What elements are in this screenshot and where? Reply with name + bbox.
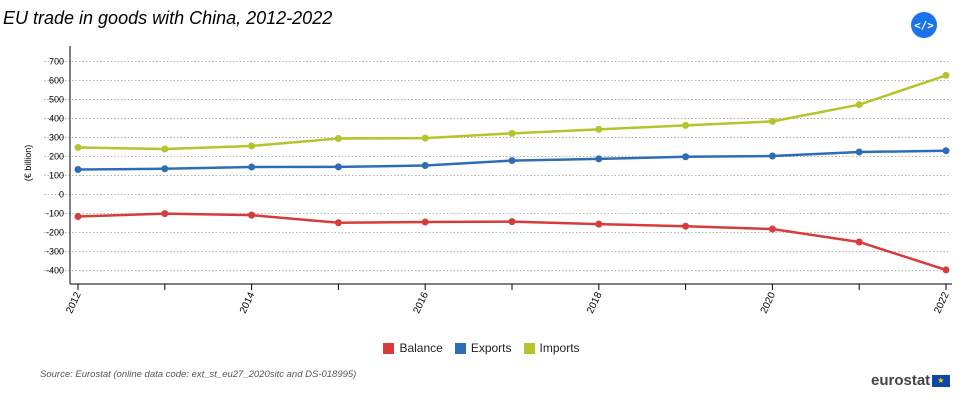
x-tick-label: 2018: [585, 290, 605, 315]
data-point-balance: [334, 219, 342, 227]
brand-name: eurostat: [871, 372, 931, 389]
data-point-imports: [334, 135, 342, 143]
chart-grid: [44, 61, 950, 272]
y-tick-label: 600: [49, 76, 64, 86]
chart-series: [74, 71, 950, 274]
code-icon: </>: [914, 18, 934, 32]
x-tick-label: 2022: [932, 290, 952, 315]
x-tick-label: 2020: [759, 290, 779, 315]
data-point-imports: [74, 143, 82, 151]
y-axis-label: (€ billion): [23, 145, 33, 182]
data-point-balance: [508, 218, 516, 226]
legend-item-imports[interactable]: Imports: [523, 341, 580, 355]
legend-swatch: [523, 342, 535, 354]
y-tick-label: 200: [49, 152, 64, 162]
x-tick-label: 2014: [238, 290, 258, 315]
x-tick-label: 2012: [64, 290, 84, 315]
y-axis-ticks: 700 600 500 400 300 200 100 0 -100 -200 -300 -400: [46, 57, 64, 276]
data-point-balance: [855, 238, 863, 246]
x-tick-label: 2016: [412, 290, 432, 315]
y-tick-label: -300: [46, 247, 64, 257]
data-point-imports: [768, 117, 776, 125]
legend-item-balance[interactable]: Balance: [383, 341, 443, 355]
data-point-exports: [768, 152, 776, 160]
data-point-balance: [682, 222, 690, 230]
y-tick-label: -200: [46, 228, 64, 238]
data-point-imports: [595, 125, 603, 133]
chart-legend: Balance Exports Imports: [0, 341, 963, 355]
y-tick-label: 400: [49, 114, 64, 124]
data-point-imports: [682, 121, 690, 129]
data-point-exports: [421, 162, 429, 170]
legend-item-exports[interactable]: Exports: [454, 341, 512, 355]
eu-flag-icon: ★: [932, 374, 951, 387]
data-point-imports: [421, 134, 429, 142]
data-point-balance: [595, 220, 603, 228]
data-point-balance: [942, 266, 950, 274]
chart-title: EU trade in goods with China, 2012-2022: [3, 8, 333, 28]
data-point-imports: [942, 71, 950, 79]
data-point-imports: [248, 142, 256, 150]
legend-swatch: [383, 342, 395, 354]
eurostat-logo: eurostat ★: [871, 372, 951, 389]
data-point-exports: [682, 153, 690, 161]
y-tick-label: 300: [49, 133, 64, 143]
legend-label: Balance: [399, 341, 443, 355]
x-axis-ticks: 2012 2014 2016 2018 2020 2022: [64, 284, 952, 315]
data-point-exports: [334, 163, 342, 171]
data-point-exports: [74, 166, 82, 174]
series-line-imports: [77, 74, 947, 151]
data-point-exports: [508, 157, 516, 165]
legend-label: Exports: [470, 341, 512, 355]
data-point-exports: [855, 148, 863, 156]
y-tick-label: 700: [49, 57, 64, 67]
source-note: Source: Eurostat (online data code: ext_…: [40, 369, 357, 380]
y-tick-label: 500: [49, 95, 64, 105]
data-point-exports: [595, 155, 603, 163]
data-point-balance: [248, 211, 256, 219]
embed-code-button[interactable]: </>: [911, 12, 937, 38]
data-point-exports: [161, 165, 169, 173]
data-point-balance: [421, 218, 429, 226]
data-point-imports: [161, 145, 169, 153]
y-tick-label: 0: [59, 190, 64, 200]
data-point-balance: [768, 225, 776, 233]
data-point-imports: [855, 101, 863, 109]
line-chart: 700 600 500 400 300 200 100 0 -100 -200 -300 -400 2…: [23, 46, 952, 315]
data-point-balance: [161, 210, 169, 218]
chart-axes: [69, 46, 952, 285]
data-point-exports: [942, 147, 950, 155]
y-tick-label: 100: [49, 171, 64, 181]
data-point-exports: [248, 163, 256, 171]
y-tick-label: -100: [46, 209, 64, 219]
data-point-balance: [74, 212, 82, 220]
y-tick-label: -400: [46, 266, 64, 276]
data-point-imports: [508, 129, 516, 137]
legend-swatch: [454, 342, 466, 354]
legend-label: Imports: [539, 341, 580, 355]
